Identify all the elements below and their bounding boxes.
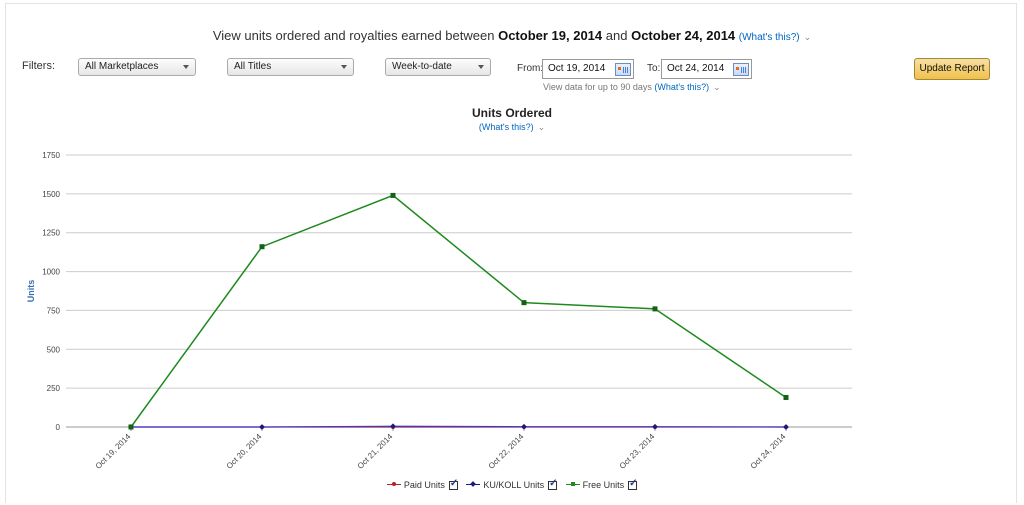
chevron-down-icon[interactable]: ⌄ <box>803 32 812 42</box>
legend-item-paid[interactable]: Paid Units <box>386 478 458 490</box>
y-tick-label: 250 <box>47 384 61 393</box>
free-marker-icon <box>565 482 580 488</box>
to-label: To: <box>647 63 661 74</box>
caret-down-icon <box>183 65 189 69</box>
y-tick-label: 1000 <box>42 268 60 277</box>
free-checkbox[interactable] <box>628 478 638 490</box>
chart-whats-this-link[interactable]: (What's this?) <box>478 122 534 132</box>
caret-down-icon <box>478 65 484 69</box>
update-report-button[interactable]: Update Report <box>914 58 990 80</box>
range-note-text: View data for up to 90 days <box>543 82 652 92</box>
headline-end-date: October 24, 2014 <box>631 28 736 43</box>
y-tick-label: 1750 <box>42 151 60 160</box>
free-units-point <box>783 394 789 400</box>
chart-legend: Paid Units KU/KOLL Units Free Units <box>0 478 1024 490</box>
ku-koll-units-series-line <box>131 425 787 428</box>
ku-koll-units-point <box>259 424 265 430</box>
to-date-input[interactable]: Oct 24, 2014 <box>661 59 752 79</box>
from-date-value: Oct 19, 2014 <box>548 63 606 74</box>
chevron-down-icon[interactable]: ⌄ <box>537 122 546 132</box>
report-panel <box>5 3 1017 503</box>
paid-marker-icon <box>386 482 401 488</box>
calendar-icon[interactable] <box>615 63 631 76</box>
legend-item-ku[interactable]: KU/KOLL Units <box>466 478 557 490</box>
y-tick-label: 1250 <box>42 229 60 238</box>
free-units-point <box>652 306 658 312</box>
x-tick-label: Oct 20, 2014 <box>225 432 264 471</box>
free-units-point <box>390 192 396 198</box>
y-tick-label: 750 <box>47 306 61 315</box>
free-units-point <box>259 244 265 250</box>
x-tick-label: Oct 24, 2014 <box>749 432 788 471</box>
period-select[interactable]: Week-to-date <box>385 58 491 76</box>
titles-select[interactable]: All Titles <box>227 58 354 76</box>
ku-checkbox[interactable] <box>548 478 557 490</box>
free-units-series-line <box>130 194 787 428</box>
ku-koll-units-point <box>390 423 396 430</box>
calendar-icon[interactable] <box>733 63 749 76</box>
marketplace-select[interactable]: All Marketplaces <box>78 58 196 76</box>
filters-label: Filters: <box>22 60 55 72</box>
range-note: View data for up to 90 days (What's this… <box>543 82 721 93</box>
report-headline: View units ordered and royalties earned … <box>0 28 1024 43</box>
ku-koll-units-point <box>521 423 527 430</box>
legend-paid-label: Paid Units <box>403 480 445 490</box>
x-tick-label: Oct 22, 2014 <box>487 432 526 471</box>
y-tick-label: 1500 <box>42 190 60 199</box>
x-tick-label: Oct 23, 2014 <box>618 432 657 471</box>
headline-start-date: October 19, 2014 <box>498 28 603 43</box>
x-tick-label: Oct 19, 2014 <box>94 432 133 471</box>
headline-and: and <box>605 28 628 43</box>
legend-ku-label: KU/KOLL Units <box>483 480 545 490</box>
chevron-down-icon[interactable]: ⌄ <box>713 82 721 92</box>
period-select-value: Week-to-date <box>392 61 452 72</box>
marketplace-select-value: All Marketplaces <box>85 61 159 72</box>
whats-this-link[interactable]: (What's this?) <box>738 32 800 43</box>
free-units-point <box>128 424 134 430</box>
chart-title: Units Ordered <box>471 106 552 120</box>
y-tick-label: 0 <box>56 423 61 432</box>
to-date-value: Oct 24, 2014 <box>667 63 725 74</box>
legend-free-label: Free Units <box>582 480 625 490</box>
headline-prefix: View units ordered and royalties earned … <box>212 28 495 43</box>
from-label: From: <box>517 63 544 74</box>
titles-select-value: All Titles <box>234 61 272 72</box>
caret-down-icon <box>341 65 347 69</box>
ku-koll-units-point <box>783 424 789 430</box>
y-tick-label: 500 <box>47 345 61 354</box>
x-tick-label: Oct 21, 2014 <box>356 432 395 471</box>
paid-checkbox[interactable] <box>448 478 458 490</box>
y-axis-label: Units <box>26 280 36 303</box>
free-units-point <box>521 300 527 306</box>
legend-item-free[interactable]: Free Units <box>565 478 638 490</box>
range-whats-this-link[interactable]: (What's this?) <box>654 82 710 92</box>
ku-koll-units-point <box>652 423 658 430</box>
chart-subtitle: (What's this?) ⌄ <box>0 122 1024 133</box>
from-date-input[interactable]: Oct 19, 2014 <box>542 59 634 79</box>
ku-marker-icon <box>466 481 481 488</box>
